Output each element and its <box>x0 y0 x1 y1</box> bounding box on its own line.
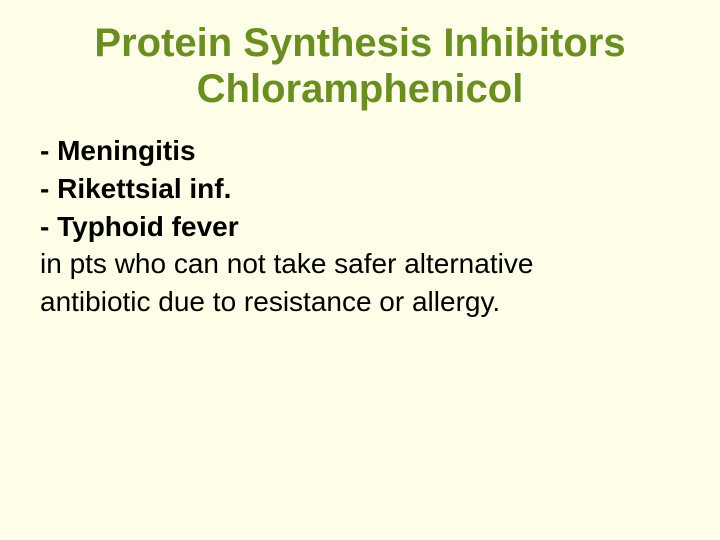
title-line-1: Protein Synthesis Inhibitors <box>94 21 625 65</box>
slide-title: Protein Synthesis Inhibitors Chloramphen… <box>30 20 690 112</box>
slide-body: - Meningitis - Rikettsial inf. - Typhoid… <box>30 132 690 321</box>
body-line: in pts who can not take safer alternativ… <box>40 245 690 283</box>
title-line-2: Chloramphenicol <box>197 67 524 111</box>
body-line: - Meningitis <box>40 132 690 170</box>
body-line: - Rikettsial inf. <box>40 170 690 208</box>
body-line: - Typhoid fever <box>40 208 690 246</box>
body-line: antibiotic due to resistance or allergy. <box>40 283 690 321</box>
